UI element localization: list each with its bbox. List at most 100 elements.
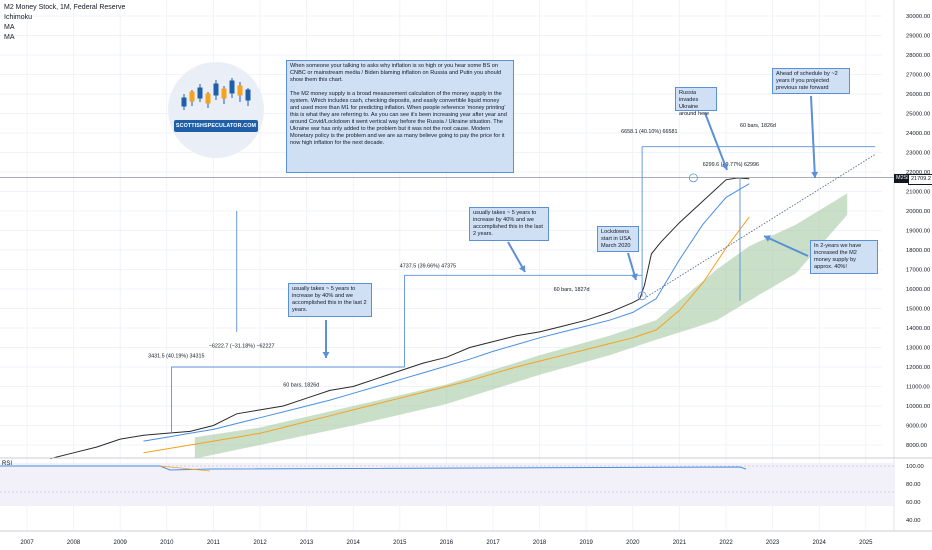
price-tag: 21709.2 <box>908 174 932 185</box>
ma-orange-line <box>143 216 750 454</box>
candlestick-icon <box>181 78 251 110</box>
rsi-tick-label: 100.00 <box>906 464 924 470</box>
y-tick-label: 14000.00 <box>906 326 930 332</box>
x-tick-label: 2007 <box>20 540 34 546</box>
series-lines <box>0 154 894 460</box>
y-axis: 30000.00 29000.00 28000.00 27000.00 26000.00… <box>893 0 930 531</box>
y-tick-label: 19000.00 <box>906 229 930 235</box>
lockdown-circle <box>637 291 647 301</box>
note-in-2-years-text: In 2-years we have increased the M2 mone… <box>814 243 862 270</box>
x-tick-label: 2010 <box>160 540 174 546</box>
y-tick-label: 16000.00 <box>906 287 930 293</box>
ichimoku-cloud <box>194 193 848 459</box>
rsi-label: RSI <box>2 461 13 467</box>
note-usually-2: usually takes ~ 5 years to increase by 4… <box>469 207 549 241</box>
measure-1-label: 3431.5 (40.19%) 34315 <box>148 353 204 359</box>
note-usually-1-text: usually takes ~ 5 years to increase by 4… <box>292 286 367 313</box>
rsi-band <box>0 463 894 506</box>
x-tick-label: 2020 <box>626 540 640 546</box>
grid <box>0 0 882 530</box>
measure-4-label: 6299.6 (40.77%) 62996 <box>703 162 759 168</box>
measure-3-bars: 60 bars, 1826d <box>740 123 776 129</box>
note-lockdowns: Lockdowns start in USA March 2020 <box>597 226 639 252</box>
measure-2-bars: 60 bars, 1827d <box>554 287 590 293</box>
annotations: 3431.5 (40.19%) 34315 60 bars, 1826d 4737.… <box>148 95 876 434</box>
y-tick-label: 10000.00 <box>906 404 930 410</box>
arrow-usually-1-head <box>322 352 330 358</box>
y-tick-label: 29000.00 <box>906 34 930 40</box>
y-tick-label: 9000.00 <box>906 424 927 430</box>
measure-neg-label: −6222.7 (−31.18%) −62227 <box>209 344 275 350</box>
x-tick-label: 2012 <box>253 540 267 546</box>
note-ahead: Ahead of schedule by ~2 years if you pro… <box>772 68 850 94</box>
rsi-tick-label: 40.00 <box>906 518 921 524</box>
y-tick-label: 15000.00 <box>906 307 930 313</box>
legend-ma-2: MA <box>4 34 15 41</box>
x-tick-label: 2009 <box>114 540 128 546</box>
chart-legend: M2 Money Stock, 1M, Federal Reserve Ichi… <box>4 3 125 43</box>
y-tick-label: 25000.00 <box>906 112 930 118</box>
y-tick-label: 24000.00 <box>906 131 930 137</box>
y-tick-label: 28000.00 <box>906 53 930 59</box>
x-tick-label: 2025 <box>859 540 873 546</box>
rsi-tick-label: 60.00 <box>906 500 921 506</box>
m2-line <box>50 177 750 460</box>
y-tick-label: 30000.00 <box>906 14 930 20</box>
x-tick-label: 2021 <box>673 540 687 546</box>
x-tick-label: 2017 <box>486 540 500 546</box>
y-tick-label: 12000.00 <box>906 365 930 371</box>
x-tick-label: 2013 <box>300 540 314 546</box>
legend-title: M2 Money Stock, 1M, Federal Reserve <box>4 4 126 11</box>
y-tick-label: 26000.00 <box>906 92 930 98</box>
y-tick-label: 21000.00 <box>906 190 930 196</box>
main-note: When someone your talking to asks why in… <box>286 60 514 173</box>
y-tick-label: 27000.00 <box>906 73 930 79</box>
measure-2-label: 4737.5 (39.66%) 47375 <box>400 264 456 270</box>
x-tick-label: 2019 <box>580 540 594 546</box>
x-tick-label: 2008 <box>67 540 81 546</box>
note-russia: Russia invades Ukraine around here <box>675 87 717 117</box>
y-tick-label: 23000.00 <box>906 151 930 157</box>
x-tick-label: 2024 <box>813 540 827 546</box>
x-tick-label: 2011 <box>207 540 221 546</box>
rsi-tick-label: 80.00 <box>906 482 921 488</box>
legend-ma-1: MA <box>4 24 15 31</box>
symbol-tag: M2SL <box>894 174 913 183</box>
scottish-speculator-logo: SCOTTISHSPECULATOR.COM <box>168 62 264 158</box>
arrow-russia <box>704 112 728 171</box>
note-usually-2-text: usually takes ~ 5 years to increase by 4… <box>473 210 543 237</box>
x-tick-label: 2014 <box>347 540 361 546</box>
note-ahead-text: Ahead of schedule by ~2 years if you pro… <box>776 71 838 91</box>
main-note-text: When someone your talking to asks why in… <box>290 63 507 146</box>
logo-text: SCOTTISHSPECULATOR.COM <box>174 120 258 132</box>
arrow-in-2-years-head <box>764 235 771 242</box>
rsi-line <box>0 465 747 471</box>
note-russia-text: Russia invades Ukraine around here <box>679 90 710 117</box>
arrow-ahead-head <box>811 171 819 178</box>
measure-3-label: 6658.1 (40.10%) 66581 <box>621 129 677 135</box>
arrow-lockdowns-head <box>630 273 638 280</box>
x-axis: 2007 2008 2009 2010 2011 2012 2013 2014 2015 2016… <box>0 530 932 546</box>
arrow-ahead <box>810 95 816 179</box>
ma-blue-line <box>143 183 750 442</box>
peak-circle <box>688 173 698 183</box>
y-tick-label: 22000.00 <box>906 170 930 176</box>
y-tick-label: 11000.00 <box>906 385 930 391</box>
rsi-ma-line <box>159 465 211 472</box>
y-tick-label: 13000.00 <box>906 346 930 352</box>
x-tick-label: 2023 <box>766 540 780 546</box>
x-tick-label: 2022 <box>719 540 733 546</box>
x-tick-label: 2016 <box>440 540 454 546</box>
measure-1-bars: 60 bars, 1826d <box>283 383 319 389</box>
y-tick-label: 18000.00 <box>906 248 930 254</box>
arrow-usually-2-head <box>519 265 526 272</box>
note-lockdowns-text: Lockdowns start in USA March 2020 <box>601 229 631 249</box>
x-tick-label: 2015 <box>393 540 407 546</box>
note-in-2-years: In 2-years we have increased the M2 mone… <box>810 240 878 274</box>
y-tick-label: 17000.00 <box>906 268 930 274</box>
arrow-russia-head <box>721 163 729 170</box>
y-tick-label: 8000.00 <box>906 443 927 449</box>
cloud-band <box>194 193 848 459</box>
legend-ichimoku: Ichimoku <box>4 14 33 21</box>
x-tick-label: 2018 <box>533 540 547 546</box>
